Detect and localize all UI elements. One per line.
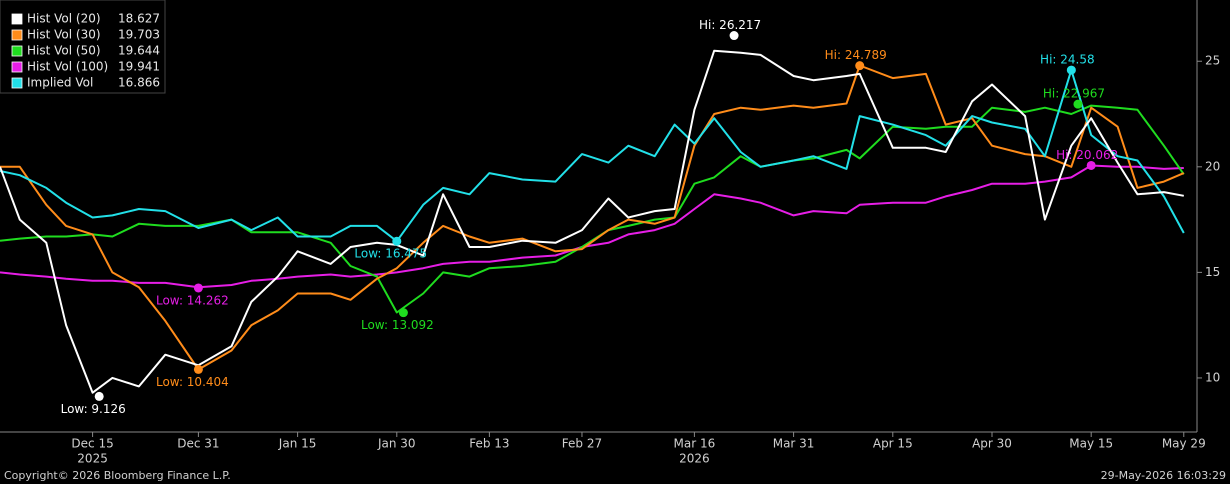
high-marker <box>1066 65 1076 75</box>
x-tick-label: Mar 31 <box>773 437 815 451</box>
copyright: Copyright© 2026 Bloomberg Finance L.P. <box>4 469 231 482</box>
legend-label: Hist Vol (100) <box>27 60 108 74</box>
high-marker <box>855 61 865 71</box>
legend-label: Hist Vol (20) <box>27 12 101 26</box>
legend-swatch <box>11 77 23 89</box>
legend-box <box>0 0 166 94</box>
low-label: Low: 14.262 <box>156 293 229 307</box>
legend-label: Implied Vol <box>27 76 93 90</box>
legend-value: 19.941 <box>118 60 160 74</box>
high-marker <box>1073 99 1083 109</box>
high-label: Hi: 26.217 <box>699 18 761 32</box>
x-tick-label: Jan 30 <box>377 437 416 451</box>
x-tick-label: Jan 15 <box>278 437 317 451</box>
y-tick-label: 20 <box>1205 159 1220 173</box>
x-tick-label: Apr 30 <box>972 437 1012 451</box>
low-marker <box>193 364 203 374</box>
legend-swatch <box>11 45 23 57</box>
x-tick-label: Feb 27 <box>562 437 602 451</box>
x-tick-label: May 15 <box>1069 437 1113 451</box>
legend-value: 19.703 <box>118 28 160 42</box>
low-label: Low: 13.092 <box>361 318 434 332</box>
legend-swatch <box>11 29 23 41</box>
y-tick-label: 15 <box>1205 265 1220 279</box>
series-line <box>0 69 1185 243</box>
y-tick-label: 25 <box>1205 54 1220 68</box>
low-marker <box>392 236 402 246</box>
y-tick-label: 10 <box>1205 370 1220 384</box>
low-marker <box>193 283 203 293</box>
x-tick-label: Dec 15 <box>71 437 113 451</box>
high-label: Hi: 20.062 <box>1056 148 1118 162</box>
high-label: Hi: 24.789 <box>825 48 887 62</box>
year-label: 2025 <box>77 452 108 466</box>
legend-label: Hist Vol (50) <box>27 44 101 58</box>
low-label: Low: 9.126 <box>61 402 126 416</box>
legend-value: 16.866 <box>118 76 160 90</box>
legend-swatch <box>11 13 23 25</box>
x-tick-label: Feb 13 <box>469 437 509 451</box>
timestamp: 29-May-2026 16:03:29 <box>1101 469 1226 482</box>
high-label: Hi: 22.967 <box>1043 87 1105 101</box>
low-label: Low: 10.404 <box>156 375 229 389</box>
legend-label: Hist Vol (30) <box>27 28 101 42</box>
x-tick-label: Apr 15 <box>873 437 913 451</box>
low-marker <box>398 308 408 318</box>
low-marker <box>94 391 104 401</box>
high-label: Hi: 24.58 <box>1040 53 1095 67</box>
x-tick-label: Dec 31 <box>177 437 219 451</box>
legend-value: 18.627 <box>118 12 160 26</box>
x-tick-label: Mar 16 <box>674 437 716 451</box>
year-label: 2026 <box>679 452 710 466</box>
high-marker <box>1086 160 1096 170</box>
legend-value: 19.644 <box>118 44 160 58</box>
high-marker <box>729 31 739 41</box>
legend-swatch <box>11 61 23 73</box>
low-label: Low: 16.475 <box>354 247 427 261</box>
x-tick-label: May 29 <box>1162 437 1206 451</box>
